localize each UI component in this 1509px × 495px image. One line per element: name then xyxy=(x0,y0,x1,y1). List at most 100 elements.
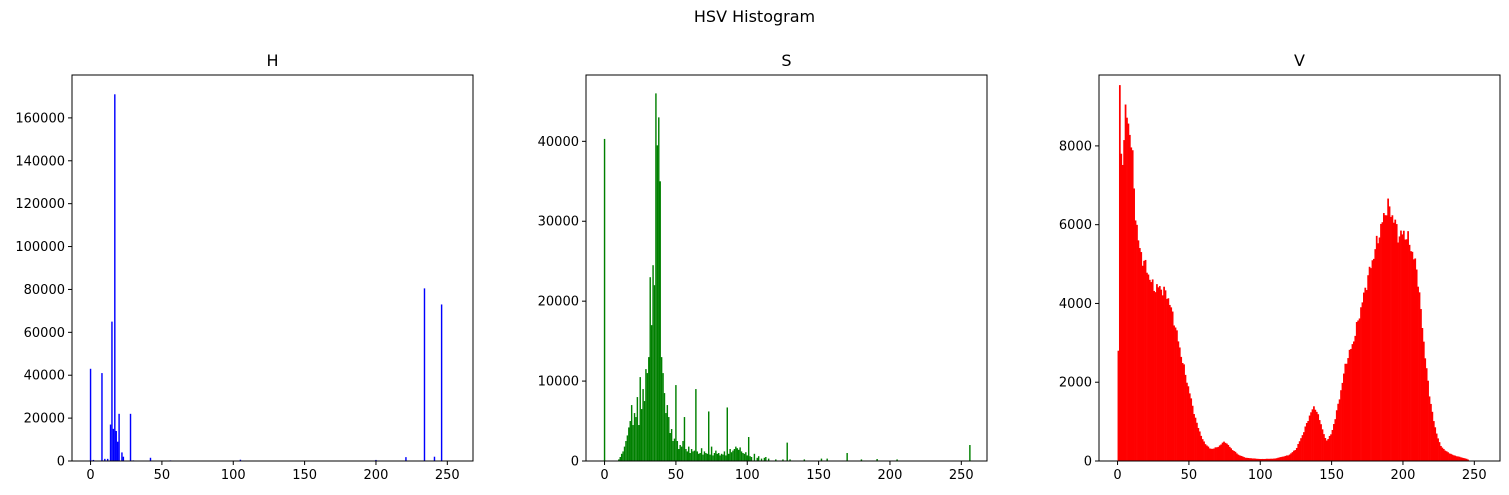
bar xyxy=(666,405,669,461)
bar xyxy=(1351,344,1354,461)
bar xyxy=(1257,458,1260,461)
bar xyxy=(1430,403,1432,461)
bar xyxy=(1204,444,1207,461)
y-tick-label: 30000 xyxy=(538,215,579,230)
bar xyxy=(1391,215,1394,461)
bar xyxy=(1198,431,1201,461)
x-tick-label: 250 xyxy=(435,468,460,483)
bar xyxy=(1281,456,1284,461)
bar xyxy=(1323,434,1325,461)
axes-frame-h xyxy=(71,74,474,462)
bar xyxy=(1223,441,1225,461)
bar xyxy=(1213,448,1215,461)
bar xyxy=(1458,456,1461,461)
bar xyxy=(1358,318,1361,461)
bar xyxy=(1153,290,1155,461)
bar xyxy=(1231,450,1234,461)
bar xyxy=(649,277,651,461)
bar xyxy=(712,455,714,461)
bar xyxy=(1431,411,1434,461)
bar xyxy=(1464,458,1467,461)
bar xyxy=(375,459,377,461)
bar xyxy=(1270,458,1272,461)
bar xyxy=(239,459,242,461)
bar xyxy=(1126,117,1128,461)
bar xyxy=(722,454,724,461)
bar xyxy=(803,459,806,461)
bar xyxy=(1180,356,1183,461)
bar xyxy=(1343,373,1345,461)
bar xyxy=(1422,341,1425,461)
y-tick-label: 20000 xyxy=(24,412,65,427)
bar xyxy=(645,369,647,461)
bar xyxy=(775,459,777,461)
y-tick-label: 2000 xyxy=(1059,376,1092,391)
bar xyxy=(756,457,758,461)
bar xyxy=(1283,456,1285,461)
x-tick-label: 100 xyxy=(221,468,246,483)
bar xyxy=(1144,259,1147,461)
x-tick-label: 200 xyxy=(1391,468,1416,483)
bar xyxy=(618,459,620,461)
bar xyxy=(1133,188,1135,461)
bar xyxy=(1432,421,1435,461)
bar xyxy=(121,452,123,461)
bar xyxy=(716,453,718,461)
bar xyxy=(1120,153,1123,461)
bar xyxy=(1151,279,1154,461)
bar xyxy=(1462,458,1465,461)
x-tick-label: 0 xyxy=(86,468,94,483)
bar xyxy=(652,265,654,461)
x-tick-label: 50 xyxy=(1181,468,1198,483)
bar xyxy=(679,445,681,461)
bar xyxy=(1337,403,1340,461)
bar xyxy=(1374,249,1377,461)
bar xyxy=(1148,279,1151,461)
y-tick-label: 8000 xyxy=(1059,139,1092,154)
bar xyxy=(669,433,671,461)
bar xyxy=(658,117,660,462)
bar xyxy=(1228,446,1231,461)
bar xyxy=(638,425,640,461)
bar xyxy=(1208,448,1211,461)
panel-s: 0 50 100 150 200 250 0 10000 20000 30000 40000 S xyxy=(538,51,988,483)
bar xyxy=(668,417,670,461)
bar xyxy=(1130,147,1133,461)
bar xyxy=(1137,240,1140,461)
bar xyxy=(1387,198,1389,461)
bar xyxy=(1442,448,1445,461)
bar xyxy=(1305,423,1308,461)
x-tick-label: 200 xyxy=(364,468,389,483)
bar xyxy=(423,288,426,461)
bar xyxy=(1354,335,1357,461)
bar xyxy=(1324,438,1327,461)
bar xyxy=(1245,457,1248,461)
bar xyxy=(1251,458,1254,461)
axes-frame-v xyxy=(1098,74,1501,462)
bar xyxy=(1341,382,1344,461)
bar xyxy=(1361,302,1364,461)
bar xyxy=(1248,458,1251,461)
bar xyxy=(622,451,624,461)
bar xyxy=(820,458,823,461)
bar xyxy=(1214,447,1217,461)
bar xyxy=(765,457,767,461)
bar xyxy=(732,450,734,461)
bar xyxy=(730,452,733,461)
y-tick-label: 0 xyxy=(57,455,65,470)
bar xyxy=(1293,450,1295,461)
bar xyxy=(1118,85,1121,462)
bar xyxy=(689,453,691,461)
bar xyxy=(1338,399,1341,461)
bar xyxy=(702,454,704,461)
bar xyxy=(1345,363,1348,461)
bar xyxy=(735,446,737,461)
bar xyxy=(405,457,407,461)
bar xyxy=(1217,446,1220,461)
bar xyxy=(757,456,760,461)
bar xyxy=(1230,448,1233,461)
bar xyxy=(1196,422,1198,461)
bar xyxy=(876,459,878,461)
bar xyxy=(1314,409,1317,461)
bar xyxy=(1226,443,1228,461)
